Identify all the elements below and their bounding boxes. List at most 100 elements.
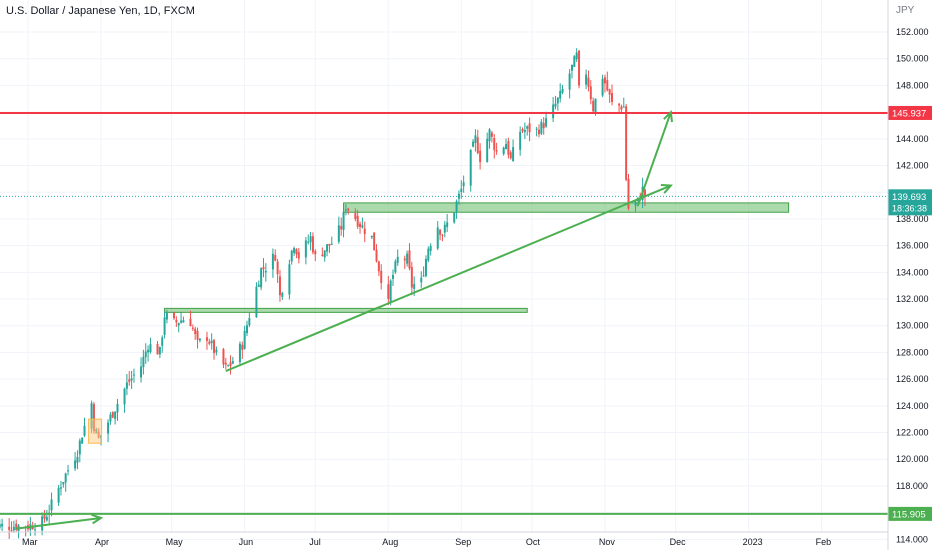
candle-body <box>109 414 112 422</box>
candle-body <box>12 526 15 531</box>
candle-body <box>627 178 630 209</box>
x-tick-label: 2023 <box>743 537 763 547</box>
x-tick-label: Aug <box>382 537 398 547</box>
candle-body <box>469 149 472 186</box>
candle-body <box>158 346 161 355</box>
candle-body <box>281 292 284 297</box>
x-tick-label: Feb <box>816 537 832 547</box>
chart-title: U.S. Dollar / Japanese Yen, 1D, FXCM <box>6 5 195 17</box>
candle-body <box>592 100 595 112</box>
candle-body <box>556 97 559 104</box>
x-tick-label: Sep <box>455 537 471 547</box>
candle-body <box>142 356 145 368</box>
y-tick-label: 138.000 <box>896 214 929 224</box>
candle-body <box>403 258 406 261</box>
candle-body <box>107 422 110 434</box>
candle-body <box>380 270 383 283</box>
candle-body <box>191 327 194 329</box>
candle-body <box>455 201 458 212</box>
candle-body <box>573 56 576 67</box>
candle-body <box>373 232 376 251</box>
candle-body <box>472 141 475 147</box>
candle-body <box>81 437 84 444</box>
candle-body <box>495 149 498 152</box>
candle-body <box>387 284 390 299</box>
candle-body <box>389 280 392 303</box>
candle-body <box>347 208 350 211</box>
price-label: 145.937 <box>892 108 926 119</box>
candle-body <box>309 236 312 243</box>
candle-body <box>260 268 263 288</box>
candle-body <box>453 212 456 223</box>
candle-body <box>542 123 545 129</box>
x-tick-label: May <box>166 537 184 547</box>
support-zone <box>343 202 790 213</box>
candle-body <box>125 382 128 389</box>
candle-body <box>436 227 439 249</box>
candle-body <box>330 243 333 245</box>
x-tick-label: Oct <box>526 537 541 547</box>
candle-body <box>523 130 526 132</box>
candle-body <box>601 78 604 96</box>
candle-body <box>241 344 244 350</box>
trendline-arrow <box>225 184 672 373</box>
candle-body <box>408 250 411 269</box>
candle-body <box>147 349 150 353</box>
candle-body <box>326 244 329 252</box>
candle-body <box>246 325 248 334</box>
candle-body <box>161 337 164 346</box>
y-tick-label: 142.000 <box>896 161 929 171</box>
y-tick-label: 148.000 <box>896 80 929 90</box>
candle-body <box>295 249 298 255</box>
candle-body <box>288 264 291 295</box>
candle-body <box>394 261 397 273</box>
candle-body <box>314 251 317 255</box>
highlight-box <box>88 418 103 444</box>
candle-body <box>62 482 65 485</box>
candle-body <box>34 529 37 531</box>
candle-body <box>538 129 540 135</box>
candle-body <box>552 104 555 119</box>
candle-body <box>643 189 646 198</box>
candle-body <box>462 182 465 187</box>
candle-body <box>229 362 232 366</box>
candle-body <box>521 128 524 132</box>
countdown-label: 18:36:38 <box>892 203 927 213</box>
candle-body <box>519 131 522 150</box>
price-label-bg <box>888 105 932 120</box>
x-tick-label: Jun <box>239 537 254 547</box>
candle-body <box>114 411 117 419</box>
candle-body <box>587 77 590 87</box>
candle-body <box>410 267 413 288</box>
candle-body <box>177 323 180 326</box>
candle-body <box>589 86 592 100</box>
candle-body <box>488 129 491 142</box>
candle-body <box>311 236 314 253</box>
candle-body <box>622 106 625 108</box>
candle-body <box>545 118 548 127</box>
candle-body <box>568 73 571 90</box>
early-trend-arrow-head <box>91 513 104 525</box>
candle-body <box>505 144 508 150</box>
candle-body <box>490 132 493 137</box>
candle-body <box>429 245 432 251</box>
candle-body <box>74 460 77 469</box>
candle-body <box>446 222 449 228</box>
candle-body <box>457 193 460 199</box>
y-tick-label: 150.000 <box>896 54 929 64</box>
y-tick-label: 152.000 <box>896 27 929 37</box>
y-tick-label: 118.000 <box>896 481 928 491</box>
candle-body <box>554 103 557 107</box>
price-label-bg <box>888 506 932 521</box>
candle-body <box>50 499 53 511</box>
candle-body <box>149 344 152 353</box>
candle-body <box>439 229 442 235</box>
candle-body <box>76 456 79 463</box>
y-tick-label: 120.000 <box>896 454 929 464</box>
candle-body <box>64 473 67 483</box>
candle-body <box>328 243 331 246</box>
candle-body <box>182 320 185 323</box>
candle-body <box>130 378 133 381</box>
candle-body <box>618 103 621 106</box>
